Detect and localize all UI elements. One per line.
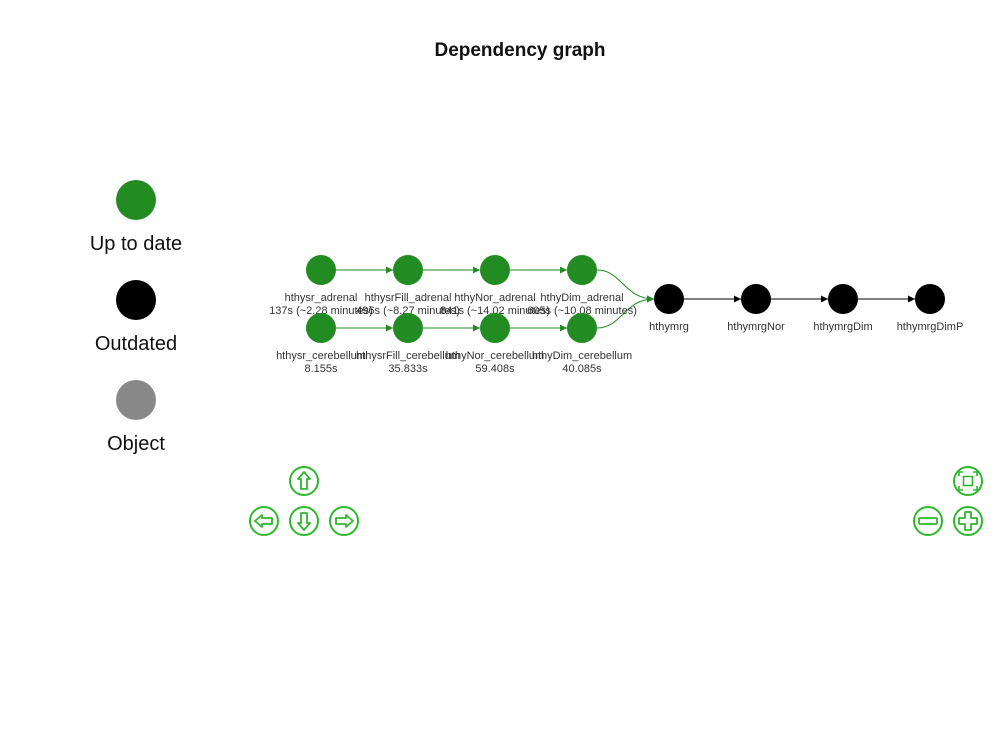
node-label: hthymrgDimP (897, 321, 964, 333)
pan-down-button[interactable] (289, 506, 319, 536)
node-circle[interactable] (741, 284, 771, 314)
node-runtime: 40.085s (562, 363, 602, 375)
node-circle[interactable] (567, 313, 597, 343)
node-hthymrgDim[interactable]: hthymrgDim (813, 284, 873, 333)
zoom-in-button[interactable] (953, 506, 983, 536)
node-hthymrgDimP[interactable]: hthymrgDimP (897, 284, 964, 333)
node-runtime: 605s (~10.08 minutes) (527, 305, 637, 317)
node-circle[interactable] (480, 255, 510, 285)
node-label: hthysrFill_cerebellum (356, 350, 460, 362)
node-hthymrgNor[interactable]: hthymrgNor (727, 284, 785, 333)
zoom-fit-button[interactable] (953, 466, 983, 496)
node-hthymrg[interactable]: hthymrg (649, 284, 689, 333)
graph-title: Dependency graph (434, 40, 605, 61)
node-circle[interactable] (306, 313, 336, 343)
node-label: hthyDim_cerebellum (532, 350, 632, 362)
pan-right-button[interactable] (329, 506, 359, 536)
node-circle[interactable] (828, 284, 858, 314)
arrow-right-icon (335, 514, 354, 528)
node-circle[interactable] (393, 313, 423, 343)
navigation-controls (249, 466, 983, 536)
node-circle[interactable] (915, 284, 945, 314)
node-circle[interactable] (480, 313, 510, 343)
node-runtime: 35.833s (388, 363, 428, 375)
pan-left-button[interactable] (249, 506, 279, 536)
arrow-up-icon (297, 471, 311, 490)
edge-hthyDim_adrenal-to-hthymrg (596, 269, 655, 303)
node-runtime: 496s (~8.27 minutes) (356, 305, 460, 317)
zoom-out-button[interactable] (913, 506, 943, 536)
node-label: hthyDim_adrenal (540, 292, 623, 304)
legend-up-to-date-swatch (116, 180, 156, 220)
node-label: hthyNor_adrenal (454, 292, 535, 304)
node-circle[interactable] (567, 255, 597, 285)
node-runtime: 8.155s (304, 363, 338, 375)
plus-icon (958, 511, 978, 531)
node-label: hthymrgDim (813, 321, 872, 333)
legend: Up to date Outdated Object (90, 180, 182, 455)
node-label: hthymrgNor (727, 321, 785, 333)
fit-to-screen-icon (958, 471, 978, 491)
node-label: hthyNor_cerebellum (446, 350, 544, 362)
arrow-left-icon (254, 514, 273, 528)
node-runtime: 137s (~2.28 minutes) (269, 305, 373, 317)
node-circle[interactable] (393, 255, 423, 285)
edges-layer (336, 266, 915, 332)
legend-outdated-label: Outdated (95, 333, 177, 355)
node-label: hthysr_adrenal (285, 292, 358, 304)
node-label: hthymrg (649, 321, 689, 333)
node-circle[interactable] (306, 255, 336, 285)
node-runtime: 841s (~14.02 minutes) (440, 305, 550, 317)
minus-icon (918, 517, 938, 525)
node-runtime: 59.408s (475, 363, 515, 375)
legend-up-to-date-label: Up to date (90, 233, 182, 255)
legend-outdated-swatch (116, 280, 156, 320)
node-label: hthysr_cerebellum (276, 350, 366, 362)
arrow-down-icon (297, 512, 311, 531)
node-label: hthysrFill_adrenal (365, 292, 452, 304)
node-circle[interactable] (654, 284, 684, 314)
pan-up-button[interactable] (289, 466, 319, 496)
edge-hthyDim_cerebellum-to-hthymrg (596, 295, 655, 329)
legend-object-label: Object (107, 433, 165, 455)
legend-object-swatch (116, 380, 156, 420)
